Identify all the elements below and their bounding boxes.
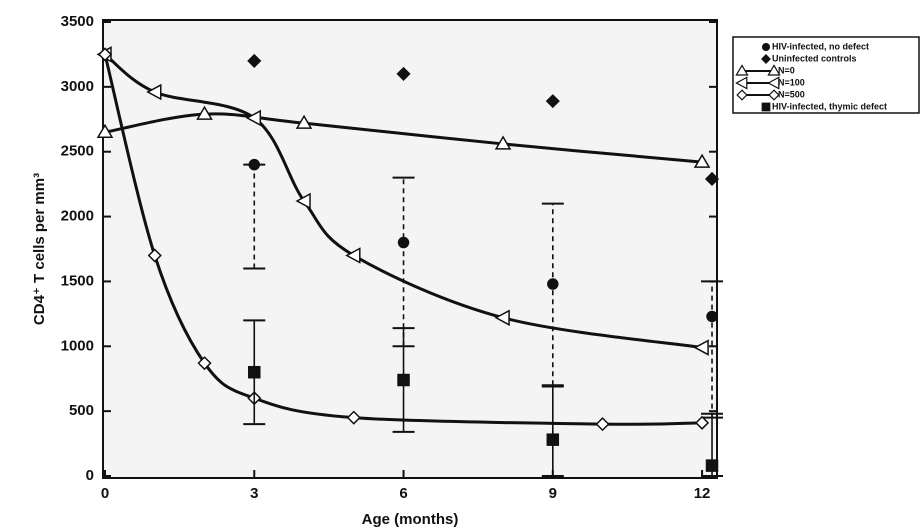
marker [695,415,710,430]
square-marker [248,365,261,379]
y-axis-label: CD4⁺ T cells per mm³ [31,173,48,325]
marker [245,109,262,127]
diamond-marker [761,54,771,64]
y-tick-label: 3500 [61,13,94,30]
legend-label: N=500 [778,89,805,99]
marker [196,105,213,120]
diamond-marker [396,66,411,81]
circle-marker [706,310,718,323]
marker [735,76,748,90]
diamond-marker [704,171,720,187]
y-tick-label: 2500 [61,143,94,160]
square-marker [705,459,719,472]
marker [295,114,313,129]
circle-marker [248,158,261,171]
legend-label: HIV-infected, thymic defect [772,101,887,111]
x-tick-label: 3 [250,485,258,502]
marker [197,356,212,371]
circle-marker [761,42,771,52]
marker [147,248,162,263]
marker [494,135,512,150]
square-marker [546,433,560,446]
x-tick-label: 0 [101,485,109,502]
marker [494,309,510,327]
y-tick-label: 2000 [61,208,94,225]
x-tick-label: 9 [549,485,557,502]
y-tick-label: 500 [69,402,94,419]
legend-label: HIV-infected, no defect [772,41,869,51]
marker [767,64,781,76]
plot-frame [102,19,718,479]
circle-marker [397,236,410,249]
legend-label: N=0 [778,65,795,75]
model-line [104,112,703,164]
y-tick-label: 1000 [61,337,94,354]
marker [295,192,311,210]
y-tick-label: 3000 [61,78,94,95]
marker [735,64,749,76]
marker [346,410,361,425]
y-tick-label: 1500 [61,272,94,289]
y-tick-label: 0 [86,467,94,484]
x-tick-label: 6 [399,485,407,502]
diamond-marker [247,53,262,68]
square-marker [397,373,410,387]
marker [96,123,114,139]
square-marker [761,102,771,112]
legend: HIV-infected, no defect Uninfected contro… [735,41,887,112]
x-axis-label: Age (months) [362,511,459,528]
marker [595,417,610,432]
marker [693,153,711,168]
marker [146,83,162,101]
legend-label: N=100 [778,77,805,87]
marker [97,47,113,62]
marker [345,247,361,264]
x-tick-label: 12 [694,485,711,502]
circle-marker [547,278,559,290]
marker [736,89,748,101]
diamond-marker [545,94,560,109]
marker [693,339,709,356]
legend-label: Uninfected controls [772,53,857,63]
marker [767,76,780,90]
model-line [104,53,703,350]
marker [768,89,780,101]
